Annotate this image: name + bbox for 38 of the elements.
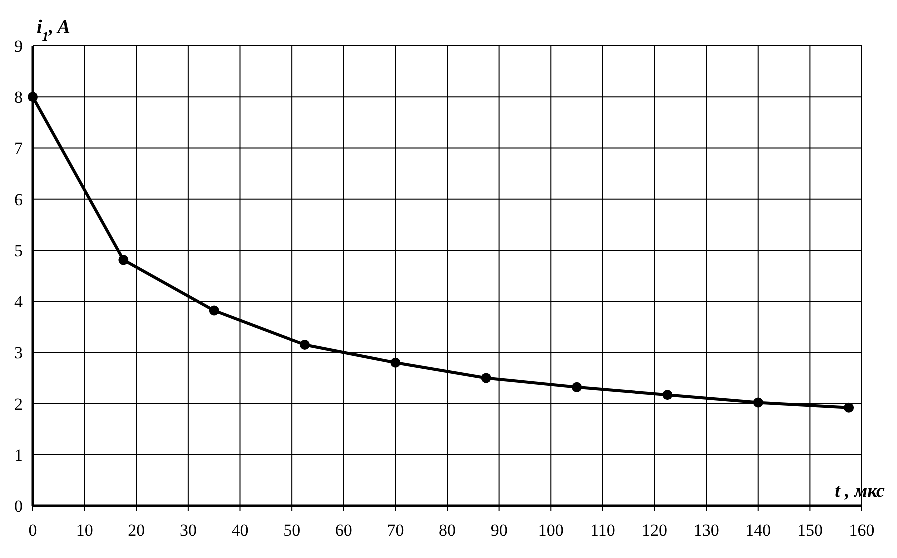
y-axis-title: i$_{1}$, A xyxy=(37,17,70,44)
point xyxy=(118,255,129,266)
x-tick-label: 110 xyxy=(590,521,616,540)
x-tick-label: 150 xyxy=(797,521,823,540)
x-tick-label: 60 xyxy=(335,521,352,540)
point xyxy=(209,306,220,316)
point xyxy=(300,340,310,350)
y-tick-label: 6 xyxy=(14,190,23,210)
point xyxy=(390,358,401,368)
x-tick-label: 80 xyxy=(439,521,456,540)
x-tick-label: 130 xyxy=(694,521,720,540)
y-tick-label: 1 xyxy=(14,446,23,465)
x-tick-label: 140 xyxy=(746,521,772,540)
x-tick-label: 20 xyxy=(128,521,146,540)
y-tick-label: 2 xyxy=(14,394,23,414)
x-tick-label: 10 xyxy=(76,521,94,540)
x-tick-label: 50 xyxy=(284,521,301,540)
point xyxy=(662,390,673,400)
point xyxy=(572,382,582,392)
x-tick-label: 160 xyxy=(849,521,875,540)
x-tick-label: 90 xyxy=(490,521,508,540)
x-tick-label: 120 xyxy=(642,521,668,540)
point xyxy=(753,398,764,408)
x-tick-label: 70 xyxy=(387,521,404,540)
x-tick-label: 30 xyxy=(180,521,197,540)
x-tick-label: 40 xyxy=(232,521,249,540)
x-tick-label: 0 xyxy=(28,521,38,540)
y-tick-label: 9 xyxy=(14,37,23,56)
y-tick-label: 0 xyxy=(14,497,23,516)
point xyxy=(481,373,492,384)
y-tick-label: 7 xyxy=(14,139,24,158)
y-tick-label: 5 xyxy=(14,241,23,260)
point xyxy=(28,92,38,102)
y-tick-label: 3 xyxy=(14,344,23,363)
point xyxy=(844,402,854,413)
y-tick-label: 8 xyxy=(14,88,23,108)
y-tick-label: 4 xyxy=(14,292,24,312)
x-tick-label: 100 xyxy=(538,521,564,540)
